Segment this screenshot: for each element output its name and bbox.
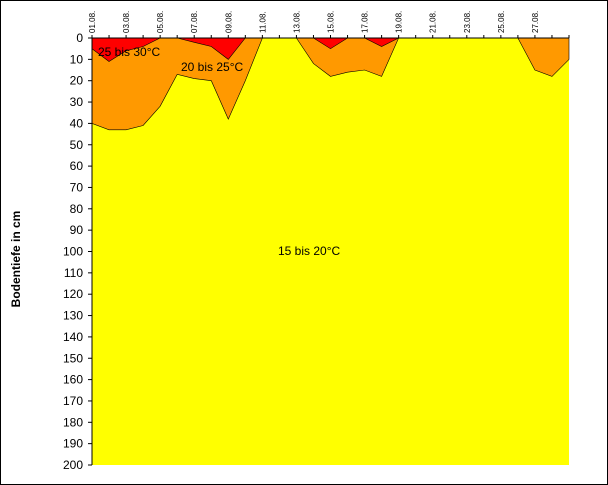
y-tick-label: 30 — [70, 95, 84, 109]
y-axis-title: Bodentiefe in cm — [9, 211, 23, 308]
x-tick-label: 05.08. — [156, 11, 165, 33]
x-tick-label: 21.08. — [429, 11, 438, 33]
y-tick-labels: 0 10 20 30 40 50 60 70 80 90 100 110 120 130 140 150 160… — [63, 31, 92, 472]
y-tick-label: 170 — [63, 394, 83, 408]
x-tick-label: 07.08. — [190, 11, 199, 33]
y-tick-label: 90 — [70, 223, 84, 237]
y-tick-label: 40 — [70, 116, 84, 130]
y-tick-label: 0 — [76, 31, 83, 45]
x-tick-labels: 01.08. 03.08. 05.08. 07.08. 09.08. 11.08. 13.0… — [88, 11, 570, 38]
y-tick-label: 100 — [63, 245, 83, 259]
x-tick-label: 13.08. — [292, 11, 301, 33]
annotation-15-20: 15 bis 20°C — [278, 244, 341, 258]
annotation-20-25: 20 bis 25°C — [181, 60, 244, 74]
annotation-25-30: 25 bis 30°C — [98, 45, 161, 59]
y-tick-label: 80 — [70, 202, 84, 216]
y-tick-label: 190 — [63, 437, 83, 451]
x-tick-label: 27.08. — [531, 11, 540, 33]
x-tick-label: 01.08. — [88, 11, 97, 33]
plot-background — [92, 38, 569, 465]
y-tick-label: 60 — [70, 159, 84, 173]
y-tick-label: 20 — [70, 74, 84, 88]
y-tick-label: 130 — [63, 309, 83, 323]
y-tick-label: 110 — [64, 266, 83, 280]
x-tick-label: 25.08. — [497, 11, 506, 33]
y-tick-label: 180 — [63, 415, 83, 429]
y-tick-label: 10 — [70, 52, 84, 66]
y-tick-label: 50 — [70, 138, 84, 152]
y-tick-label: 150 — [63, 351, 83, 365]
x-tick-label: 23.08. — [463, 11, 472, 33]
y-tick-label: 140 — [63, 330, 83, 344]
x-tick-label: 09.08. — [224, 11, 233, 33]
x-tick-label: 03.08. — [122, 11, 131, 33]
y-tick-label: 200 — [63, 458, 83, 472]
x-tick-label: 11.08. — [258, 11, 267, 33]
y-tick-label: 70 — [70, 180, 84, 194]
y-tick-label: 160 — [63, 373, 83, 387]
x-tick-label: 15.08. — [327, 11, 336, 33]
x-tick-label: 19.08. — [395, 11, 404, 33]
y-tick-label: 120 — [63, 287, 83, 301]
x-tick-label: 17.08. — [361, 11, 370, 33]
